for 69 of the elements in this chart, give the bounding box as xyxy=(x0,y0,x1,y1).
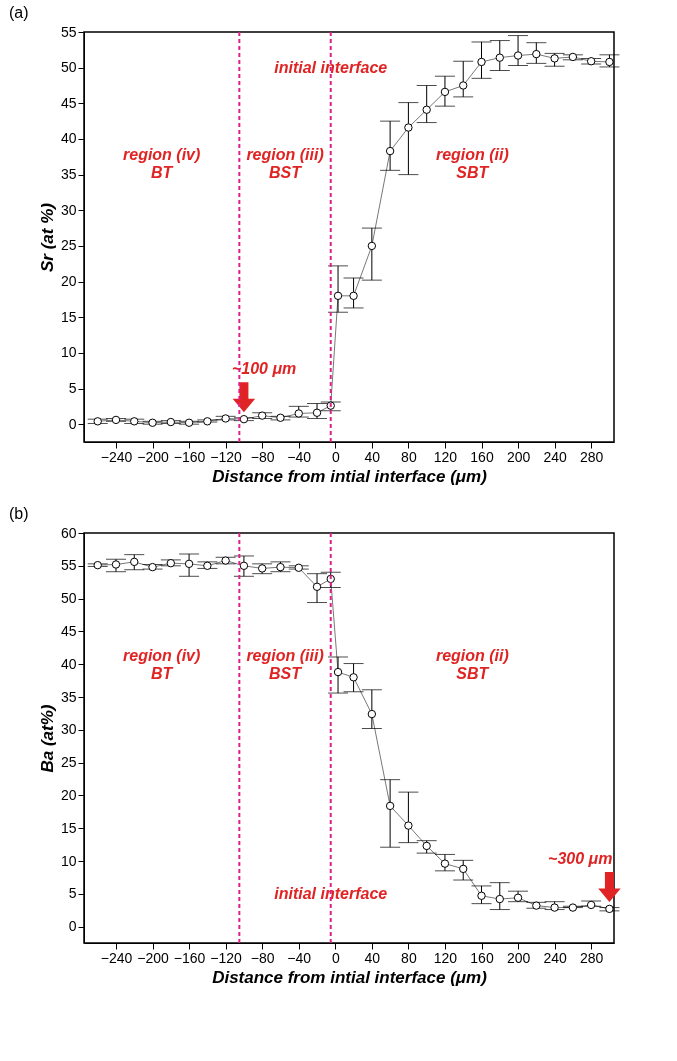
annotation: initial interface xyxy=(274,884,388,902)
x-tick-label: 0 xyxy=(331,949,340,966)
y-tick-label: 20 xyxy=(60,786,77,803)
y-tick-label: 50 xyxy=(60,590,77,607)
x-tick-label: 280 xyxy=(579,448,604,465)
annotation: region (ii) SBT xyxy=(435,146,509,181)
x-tick-label: 160 xyxy=(470,949,494,966)
chart-title: (b) xyxy=(9,505,29,522)
x-tick-label: 200 xyxy=(506,448,531,465)
y-axis-title: Ba (at%) xyxy=(37,704,57,773)
x-tick-label: −40 xyxy=(287,949,312,966)
annotation: region (iv) BT xyxy=(123,146,201,181)
y-tick-label: 15 xyxy=(60,308,77,325)
annotation: initial interface xyxy=(274,58,388,76)
y-tick-label: 50 xyxy=(60,59,77,76)
y-tick-label: 35 xyxy=(60,688,77,705)
y-tick-label: 40 xyxy=(60,655,77,672)
annotation: ~300 μm xyxy=(548,849,613,867)
x-tick-label: −240 xyxy=(100,448,133,465)
y-tick-label: 45 xyxy=(60,622,77,639)
x-tick-label: −160 xyxy=(173,448,206,465)
x-tick-label: −120 xyxy=(210,448,243,465)
x-tick-label: 40 xyxy=(364,949,381,966)
y-tick-label: 55 xyxy=(60,23,77,40)
y-tick-label: 40 xyxy=(60,130,77,147)
x-tick-label: 240 xyxy=(543,949,567,966)
x-tick-label: 120 xyxy=(433,448,458,465)
annotation: region (iv) BT xyxy=(123,647,201,682)
annotation: region (iii) BST xyxy=(246,146,324,181)
x-tick-label: 200 xyxy=(506,949,531,966)
x-tick-label: 0 xyxy=(331,448,340,465)
x-tick-label: −160 xyxy=(173,949,206,966)
x-tick-label: −120 xyxy=(210,949,243,966)
y-tick-label: 5 xyxy=(68,885,77,902)
x-tick-label: −80 xyxy=(250,448,275,465)
x-tick-label: 160 xyxy=(470,448,494,465)
annotation: region (iii) BST xyxy=(246,647,324,682)
y-axis-title: Sr (at %) xyxy=(37,202,57,272)
x-tick-label: 80 xyxy=(401,448,417,465)
y-tick-label: 5 xyxy=(68,380,77,397)
x-axis-title: Distance from intial interface (μm) xyxy=(212,466,488,486)
x-tick-label: 280 xyxy=(579,949,604,966)
x-tick-label: −240 xyxy=(100,949,133,966)
chart-title: (a) xyxy=(9,4,29,21)
x-tick-label: −40 xyxy=(287,448,312,465)
x-tick-label: 40 xyxy=(364,448,381,465)
y-tick-label: 10 xyxy=(60,344,77,361)
x-tick-label: 80 xyxy=(401,949,417,966)
x-tick-label: −200 xyxy=(137,448,170,465)
y-tick-label: 25 xyxy=(60,237,77,254)
y-tick-label: 55 xyxy=(60,557,77,574)
y-tick-label: 0 xyxy=(68,415,77,432)
x-tick-label: −200 xyxy=(137,949,170,966)
x-axis-title: Distance from intial interface (μm) xyxy=(212,967,488,987)
y-tick-label: 10 xyxy=(60,852,77,869)
annotation: region (ii) SBT xyxy=(435,647,509,682)
y-tick-label: 30 xyxy=(60,201,77,218)
y-tick-label: 35 xyxy=(60,166,77,183)
y-tick-label: 20 xyxy=(60,273,77,290)
y-tick-label: 45 xyxy=(60,94,77,111)
annotation: ~100 μm xyxy=(231,360,297,378)
y-tick-label: 15 xyxy=(60,819,77,836)
x-tick-label: −80 xyxy=(250,949,275,966)
y-tick-label: 60 xyxy=(60,524,77,541)
y-tick-label: 25 xyxy=(60,754,77,771)
x-tick-label: 120 xyxy=(433,949,458,966)
y-tick-label: 0 xyxy=(68,918,77,935)
x-tick-label: 240 xyxy=(543,448,567,465)
y-tick-label: 30 xyxy=(60,721,77,738)
